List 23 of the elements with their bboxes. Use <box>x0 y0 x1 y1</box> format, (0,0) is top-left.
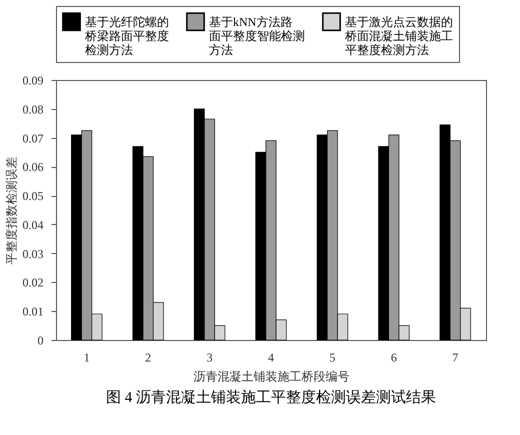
x-tick-label: 7 <box>452 350 458 364</box>
y-tick-label: 0.06 <box>22 160 44 174</box>
legend-label: 基于光纤陀螺的桥梁路面平整度检测方法 <box>84 14 169 57</box>
y-tick-label: 0.07 <box>22 131 44 146</box>
y-tick-label: 0.01 <box>22 304 44 319</box>
x-tick-label: 6 <box>390 350 397 364</box>
legend-label: 基于kNN方法路面平整度智能检测方法 <box>209 14 305 57</box>
x-axis-title: 沥青混凝土铺装施工桥段编号 <box>194 370 350 384</box>
y-tick-label: 0.09 <box>22 74 44 88</box>
y-tick-label: 0.03 <box>22 246 44 261</box>
y-tick-label: 0.02 <box>22 276 44 290</box>
x-tick-label: 2 <box>145 350 152 364</box>
x-tick-label: 3 <box>206 350 213 364</box>
legend-label: 基于激光点云数据的桥面混凝土铺装施工平整度检测方法 <box>344 14 453 57</box>
text: 图 4 沥青混凝土铺装施工平整度检测误差测试结果 <box>106 389 436 406</box>
x-tick-label: 1 <box>84 350 90 364</box>
y-tick-label: 0.05 <box>22 189 44 204</box>
y-tick-label: 0 <box>38 334 44 348</box>
y-tick-label: 0.04 <box>22 218 44 232</box>
y-tick-label: 0.08 <box>22 102 44 116</box>
y-axis-title: 平整度指数检测误差 <box>4 156 18 264</box>
x-tick-label: 4 <box>268 350 274 364</box>
x-tick-label: 5 <box>329 350 336 364</box>
